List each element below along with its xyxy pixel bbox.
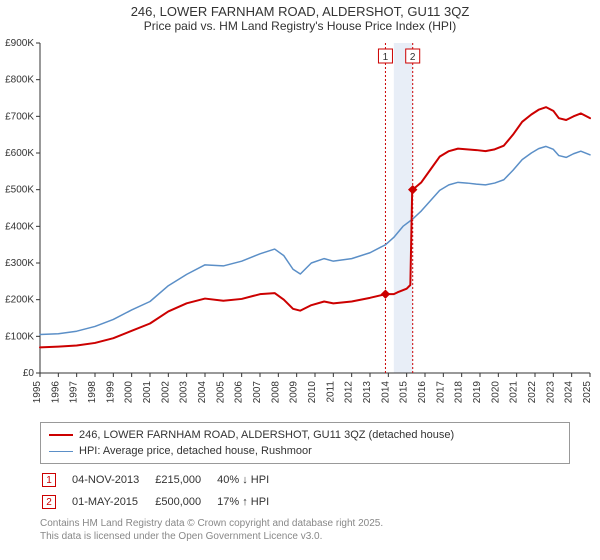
- x-tick-label: 2013: [362, 381, 373, 404]
- sale-date: 04-NOV-2013: [72, 470, 153, 490]
- legend-label-price-paid: 246, LOWER FARNHAM ROAD, ALDERSHOT, GU11…: [79, 429, 454, 441]
- table-row: 2 01-MAY-2015 £500,000 17% ↑ HPI: [42, 492, 283, 512]
- sale-point-marker: [381, 290, 389, 298]
- x-tick-label: 2012: [344, 381, 355, 404]
- x-tick-label: 2002: [160, 381, 171, 404]
- footer-line: This data is licensed under the Open Gov…: [40, 531, 570, 544]
- table-row: 1 04-NOV-2013 £215,000 40% ↓ HPI: [42, 470, 283, 490]
- x-tick-label: 2025: [582, 381, 593, 404]
- sale-marker-1: 1: [42, 473, 56, 487]
- sale-marker-flag-num: 2: [410, 52, 416, 63]
- legend-label-hpi: HPI: Average price, detached house, Rush…: [79, 445, 312, 457]
- y-tick-label: £100K: [5, 331, 34, 342]
- y-tick-label: £500K: [5, 185, 34, 196]
- legend-item-price-paid: 246, LOWER FARNHAM ROAD, ALDERSHOT, GU11…: [49, 427, 561, 443]
- price-chart: £0 £100K £200K £300K £400K £500K £600K £700K £80…: [0, 33, 600, 413]
- x-tick-label: 1996: [50, 381, 61, 404]
- legend-item-hpi: HPI: Average price, detached house, Rush…: [49, 443, 561, 459]
- x-tick-label: 2018: [454, 381, 465, 404]
- x-tick-label: 1997: [69, 381, 80, 404]
- x-tick-label: 2000: [124, 381, 135, 404]
- footer-attribution: Contains HM Land Registry data © Crown c…: [40, 518, 570, 543]
- x-tick-label: 1998: [87, 381, 98, 404]
- x-tick-label: 2014: [380, 381, 391, 404]
- x-tick-label: 2024: [564, 381, 575, 404]
- hpi-line: [40, 146, 590, 334]
- chart-title-address: 246, LOWER FARNHAM ROAD, ALDERSHOT, GU11…: [0, 4, 600, 19]
- x-tick-label: 2011: [325, 381, 336, 403]
- x-tick-label: 2023: [545, 381, 556, 404]
- x-tick-label: 2001: [142, 381, 153, 404]
- x-tick-label: 2016: [417, 381, 428, 404]
- x-tick-label: 2021: [509, 381, 520, 404]
- sale-price: £215,000: [155, 470, 215, 490]
- y-tick-label: £900K: [5, 38, 34, 49]
- x-tick-label: 2003: [179, 381, 190, 404]
- y-tick-label: £600K: [5, 148, 34, 159]
- x-tick-label: 2005: [215, 381, 226, 404]
- x-tick-label: 2004: [197, 381, 208, 404]
- x-tick-label: 2022: [527, 381, 538, 404]
- sale-price: £500,000: [155, 492, 215, 512]
- x-tick-label: 2010: [307, 381, 318, 404]
- shaded-interval: [394, 43, 413, 373]
- sale-marker-flag-num: 1: [383, 52, 389, 63]
- x-tick-label: 2017: [435, 381, 446, 404]
- sale-delta: 17% ↑ HPI: [217, 492, 283, 512]
- y-tick-label: £0: [23, 368, 35, 379]
- x-tick-label: 1999: [105, 381, 116, 404]
- price-paid-line: [40, 107, 590, 347]
- x-tick-label: 2006: [234, 381, 245, 404]
- chart-title-sub: Price paid vs. HM Land Registry's House …: [0, 19, 600, 33]
- sales-table: 1 04-NOV-2013 £215,000 40% ↓ HPI 2 01-MA…: [40, 468, 285, 514]
- y-tick-label: £800K: [5, 75, 34, 86]
- y-tick-label: £400K: [5, 221, 34, 232]
- x-tick-label: 2009: [289, 381, 300, 404]
- x-tick-label: 2015: [399, 381, 410, 404]
- footer-line: Contains HM Land Registry data © Crown c…: [40, 518, 570, 531]
- x-tick-label: 2008: [270, 381, 281, 404]
- legend-swatch-hpi: [49, 451, 73, 452]
- y-tick-label: £300K: [5, 258, 34, 269]
- x-tick-label: 2020: [490, 381, 501, 404]
- sale-marker-2: 2: [42, 495, 56, 509]
- y-tick-label: £700K: [5, 111, 34, 122]
- x-tick-label: 1995: [32, 381, 43, 404]
- sale-delta: 40% ↓ HPI: [217, 470, 283, 490]
- y-tick-label: £200K: [5, 295, 34, 306]
- x-tick-label: 2019: [472, 381, 483, 404]
- legend-swatch-price-paid: [49, 434, 73, 436]
- sale-date: 01-MAY-2015: [72, 492, 153, 512]
- legend-box: 246, LOWER FARNHAM ROAD, ALDERSHOT, GU11…: [40, 422, 570, 464]
- x-tick-label: 2007: [252, 381, 263, 404]
